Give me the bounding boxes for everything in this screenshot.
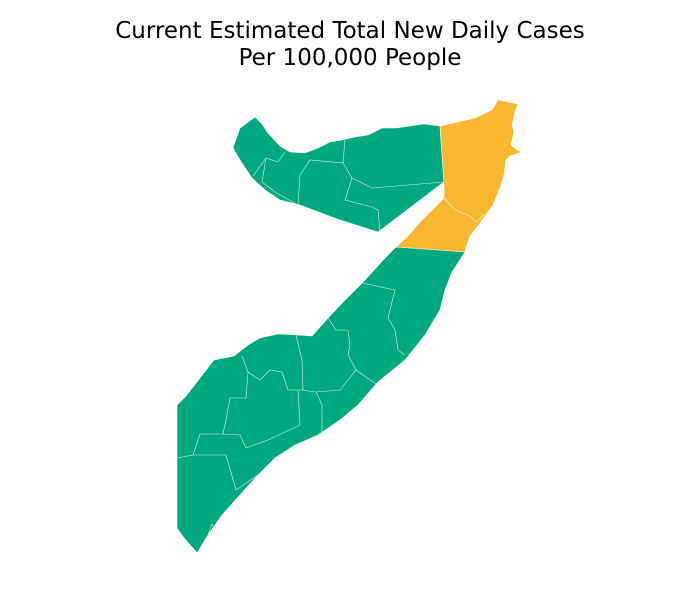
map-title: Current Estimated Total New Daily Cases …: [0, 18, 700, 72]
map-title-line-1: Current Estimated Total New Daily Cases: [115, 18, 585, 44]
country-shape: [176, 116, 466, 554]
region-boundaries: [176, 139, 486, 536]
region-bari-nugaal: [395, 99, 523, 253]
map-title-line-2: Per 100,000 People: [238, 45, 462, 71]
